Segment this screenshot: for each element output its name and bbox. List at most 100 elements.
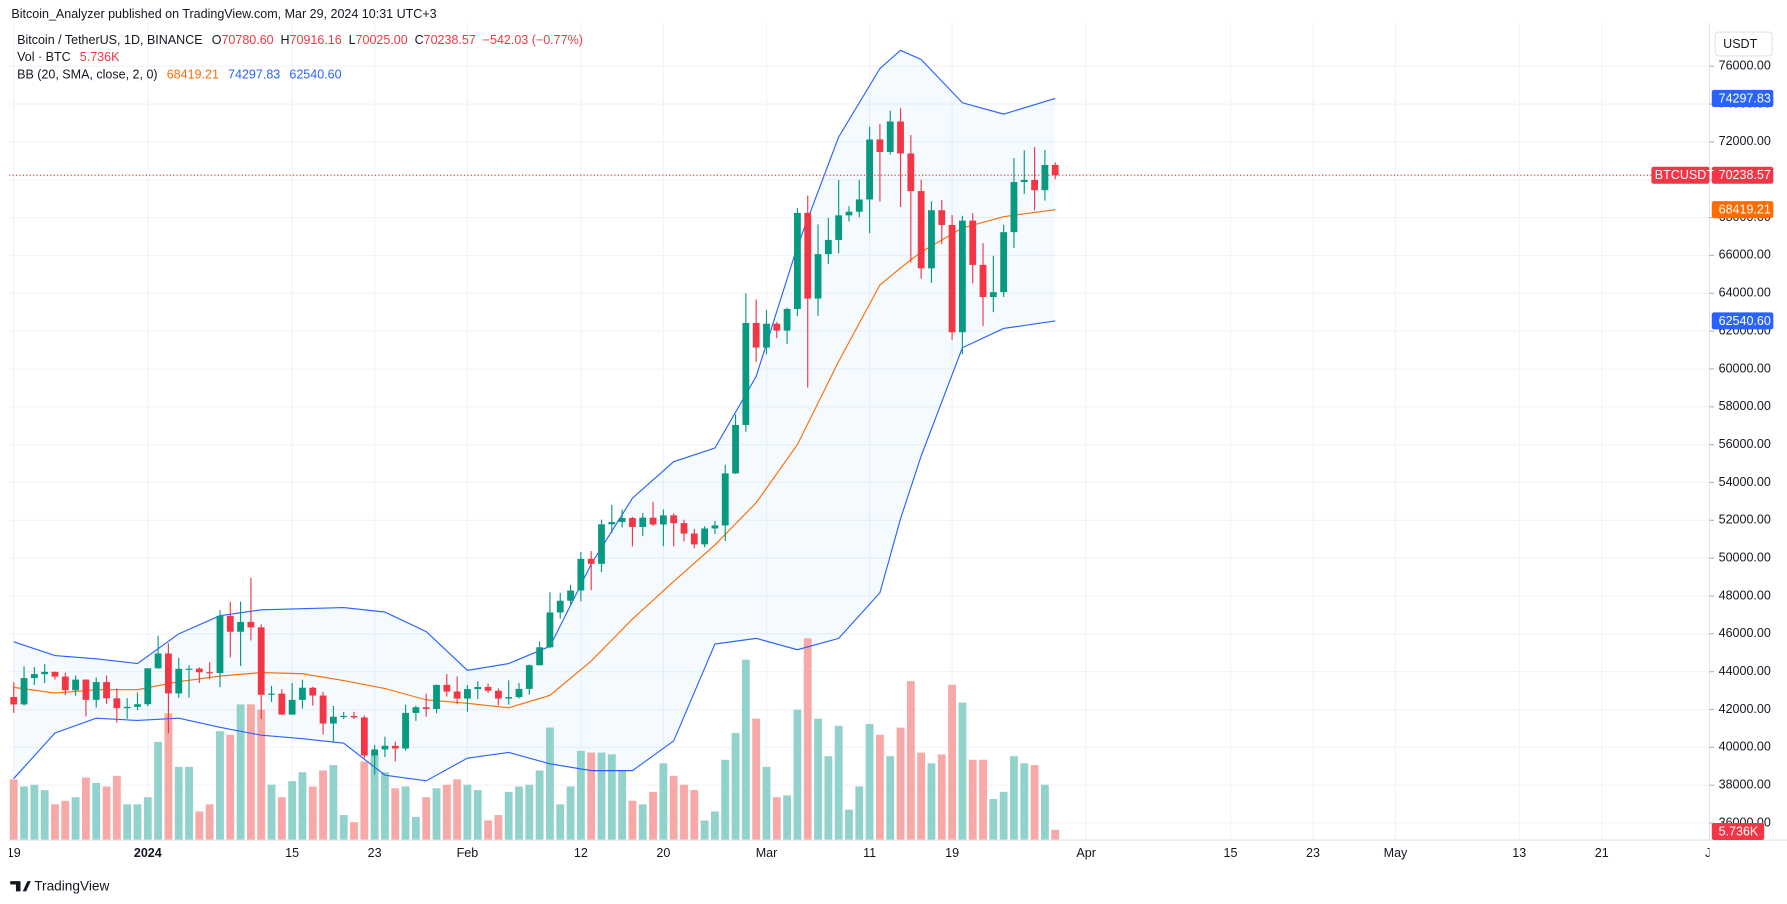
candle-body xyxy=(938,210,946,225)
volume-bar xyxy=(896,727,905,841)
candle-body xyxy=(1041,165,1049,191)
volume-bar xyxy=(566,786,575,841)
volume-bar xyxy=(185,766,193,841)
x-tick-label: 20 xyxy=(656,846,670,860)
candle-body xyxy=(979,264,987,298)
candle-body xyxy=(134,704,141,707)
candle-body xyxy=(505,697,513,699)
x-tick-label: 12 xyxy=(574,846,588,860)
candle-body xyxy=(690,533,698,545)
candle-body xyxy=(1020,179,1028,183)
volume-bar xyxy=(968,759,977,841)
candle-body xyxy=(814,254,822,299)
volume-bar xyxy=(257,709,266,841)
currency-box[interactable] xyxy=(1714,31,1773,57)
candle-body xyxy=(969,220,977,265)
candle-body xyxy=(103,682,110,699)
legend-line: BB (20, SMA, close, 2, 0) 68419.21 74297.8… xyxy=(17,68,342,82)
candle-body xyxy=(381,745,389,750)
candle-body xyxy=(1051,164,1059,176)
candle-body xyxy=(268,693,275,695)
volume-bar xyxy=(61,800,70,841)
volume-bar xyxy=(824,756,833,841)
volume-bar xyxy=(618,770,627,841)
volume-bar xyxy=(649,791,657,841)
candle-body xyxy=(855,199,863,212)
candle-body xyxy=(319,695,327,724)
volume-bar xyxy=(948,684,957,841)
candle-body xyxy=(670,515,678,524)
volume-bar xyxy=(979,759,987,841)
price-tag xyxy=(1711,89,1774,107)
volume-bar xyxy=(277,797,286,841)
footer: TradingView xyxy=(10,878,109,893)
legend-item: C xyxy=(415,33,424,47)
volume-bar xyxy=(319,770,327,841)
y-tick-label: 56000.00 xyxy=(1719,437,1771,451)
volume-tag xyxy=(1711,822,1765,841)
x-tick-label: 19 xyxy=(945,846,959,860)
legend-item: 74297.83 xyxy=(228,68,280,82)
candle-body xyxy=(371,749,379,756)
candle-body xyxy=(175,668,183,694)
candle-body xyxy=(598,524,605,564)
volume-bar xyxy=(81,777,90,841)
candle-body xyxy=(639,517,647,527)
volume-bar xyxy=(628,800,637,841)
y-tick-label: 76000.00 xyxy=(1719,59,1771,73)
x-tick-label: Mar xyxy=(756,846,778,860)
candle-body xyxy=(350,715,358,718)
volume-bar xyxy=(814,718,822,841)
volume-bar xyxy=(195,811,204,841)
legend-item: 62540.60 xyxy=(289,68,341,82)
candle-body xyxy=(546,612,554,648)
candle-body xyxy=(154,653,162,669)
volume-bar xyxy=(741,659,750,841)
x-tick-label: Apr xyxy=(1076,846,1095,860)
volume-bar xyxy=(958,702,967,841)
volume-bar xyxy=(999,791,1008,841)
volume-bar xyxy=(834,725,843,841)
volume-bar xyxy=(329,765,338,841)
footer-brand: TradingView xyxy=(34,878,109,893)
candle-body xyxy=(402,712,409,749)
candle-body xyxy=(824,239,832,255)
candle-body xyxy=(536,647,544,666)
volume-bar xyxy=(587,752,596,841)
candle-body xyxy=(989,292,997,298)
x-tick-label: 11 xyxy=(863,846,876,860)
volume-bar xyxy=(1020,763,1029,841)
price-tag-label: 62540.60 xyxy=(1719,314,1771,328)
candle-body xyxy=(144,668,152,705)
candle-body xyxy=(113,698,121,709)
legend-item: 70238.57 xyxy=(424,33,476,47)
legend-item: 70780.60 xyxy=(221,33,273,47)
candle-body xyxy=(329,716,337,724)
candle-body xyxy=(515,688,523,698)
volume-bar xyxy=(535,770,544,841)
volume-bar xyxy=(381,772,389,841)
y-tick-label: 48000.00 xyxy=(1719,588,1771,602)
volume-bar xyxy=(669,775,678,841)
candle-body xyxy=(484,686,492,691)
candle-body xyxy=(649,517,657,525)
volume-bar xyxy=(917,752,926,841)
volume-bar xyxy=(143,797,152,841)
volume-bar xyxy=(401,786,410,841)
candle-body xyxy=(257,627,265,695)
volume-bar xyxy=(783,795,792,841)
legend-item: 70916.16 xyxy=(290,33,342,47)
candle-body xyxy=(958,220,966,333)
candle-body xyxy=(92,682,100,700)
volume-bar xyxy=(638,804,647,841)
price-tag-label: 68419.21 xyxy=(1719,203,1771,217)
time-axis: 19 2024 15 23 Feb 12 20 Mar 11 19 Apr 15 23 May 13 21 Ju… xyxy=(9,846,1709,860)
volume-bar xyxy=(339,815,348,841)
currency: USDT xyxy=(1723,37,1757,51)
volume-bar xyxy=(690,790,699,841)
candle-body xyxy=(556,600,564,613)
x-tick-label: 15 xyxy=(285,846,299,860)
volume-bar xyxy=(92,782,101,841)
candle-body xyxy=(917,191,925,269)
candle-body xyxy=(1010,182,1018,233)
